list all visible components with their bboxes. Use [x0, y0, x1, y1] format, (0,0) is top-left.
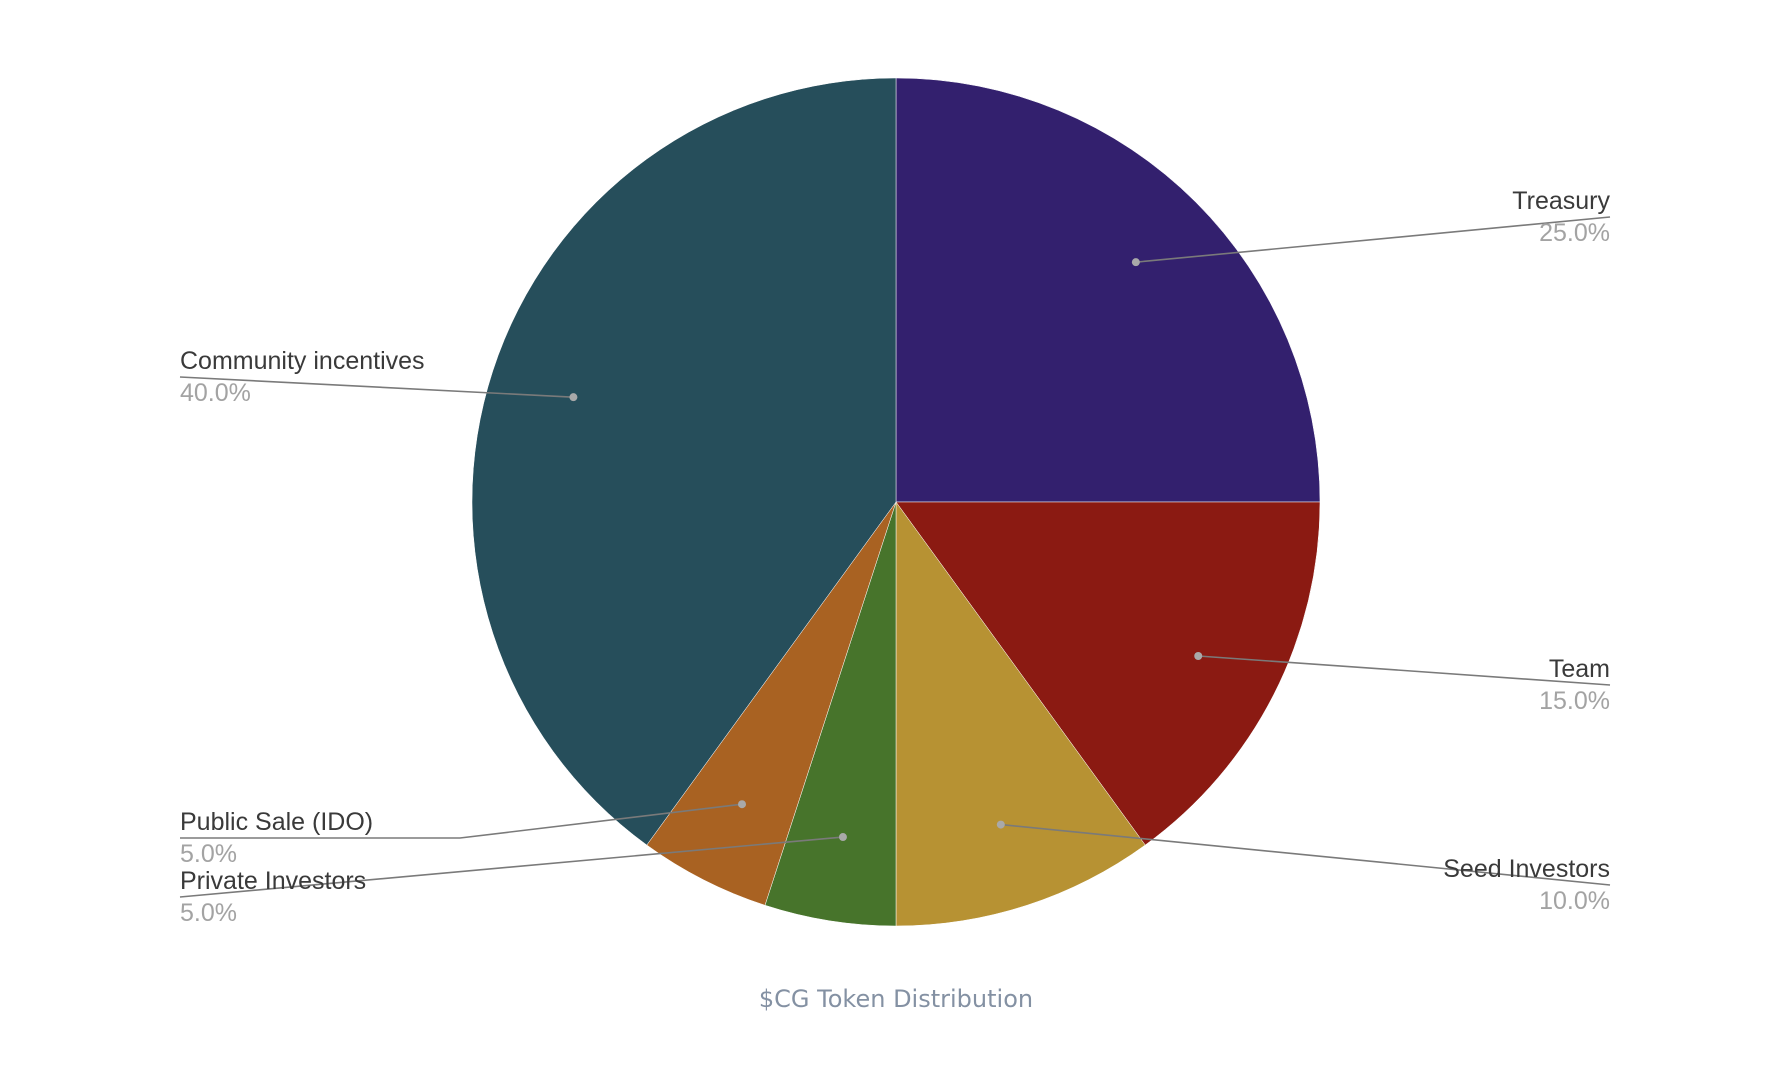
slice-percent-seed-investors: 10.0%	[1539, 887, 1610, 915]
leader-dot-team	[1194, 651, 1203, 660]
leader-line-public-sale-ido	[180, 803, 743, 839]
slice-labels: Treasury 25.0% Team 15.0% Seed Investors 10.0…	[180, 187, 1610, 927]
leader-line-private-investors	[179, 836, 844, 898]
pie-slice-community-incentives	[471, 77, 897, 846]
slice-percent-public-sale-ido: 5.0%	[180, 840, 237, 868]
pie-slice-treasury	[895, 77, 1321, 503]
leader-dot-treasury	[1131, 258, 1140, 267]
slice-label-public-sale-ido: Public Sale (IDO)	[180, 808, 373, 836]
leader-dot-private-investors	[838, 833, 847, 842]
leader-line-treasury	[1135, 216, 1611, 263]
leader-line-seed-investors	[1000, 823, 1611, 886]
slice-label-team: Team	[1549, 655, 1610, 683]
slice-percent-private-investors: 5.0%	[180, 899, 237, 927]
slice-label-seed-investors: Seed Investors	[1443, 855, 1610, 883]
slice-percent-treasury: 25.0%	[1539, 219, 1610, 247]
label-leaders	[179, 216, 1611, 898]
slice-label-community-incentives: Community incentives	[180, 347, 425, 375]
leader-line-community-incentives	[179, 376, 574, 398]
leader-dot-community-incentives	[569, 393, 578, 402]
leader-line-team	[1198, 655, 1611, 686]
leader-dot-seed-investors	[996, 820, 1005, 829]
slice-percent-community-incentives: 40.0%	[180, 379, 251, 407]
leader-dot-public-sale-ido	[738, 800, 747, 809]
pie-slices	[471, 77, 1321, 927]
pie-slice-seed-investors	[895, 501, 1146, 927]
chart-caption: $CG Token Distribution	[759, 985, 1033, 1013]
slice-percent-team: 15.0%	[1539, 687, 1610, 715]
slice-label-private-investors: Private Investors	[180, 867, 366, 895]
pie-slice-team	[895, 501, 1321, 846]
slice-label-treasury: Treasury	[1512, 187, 1610, 215]
